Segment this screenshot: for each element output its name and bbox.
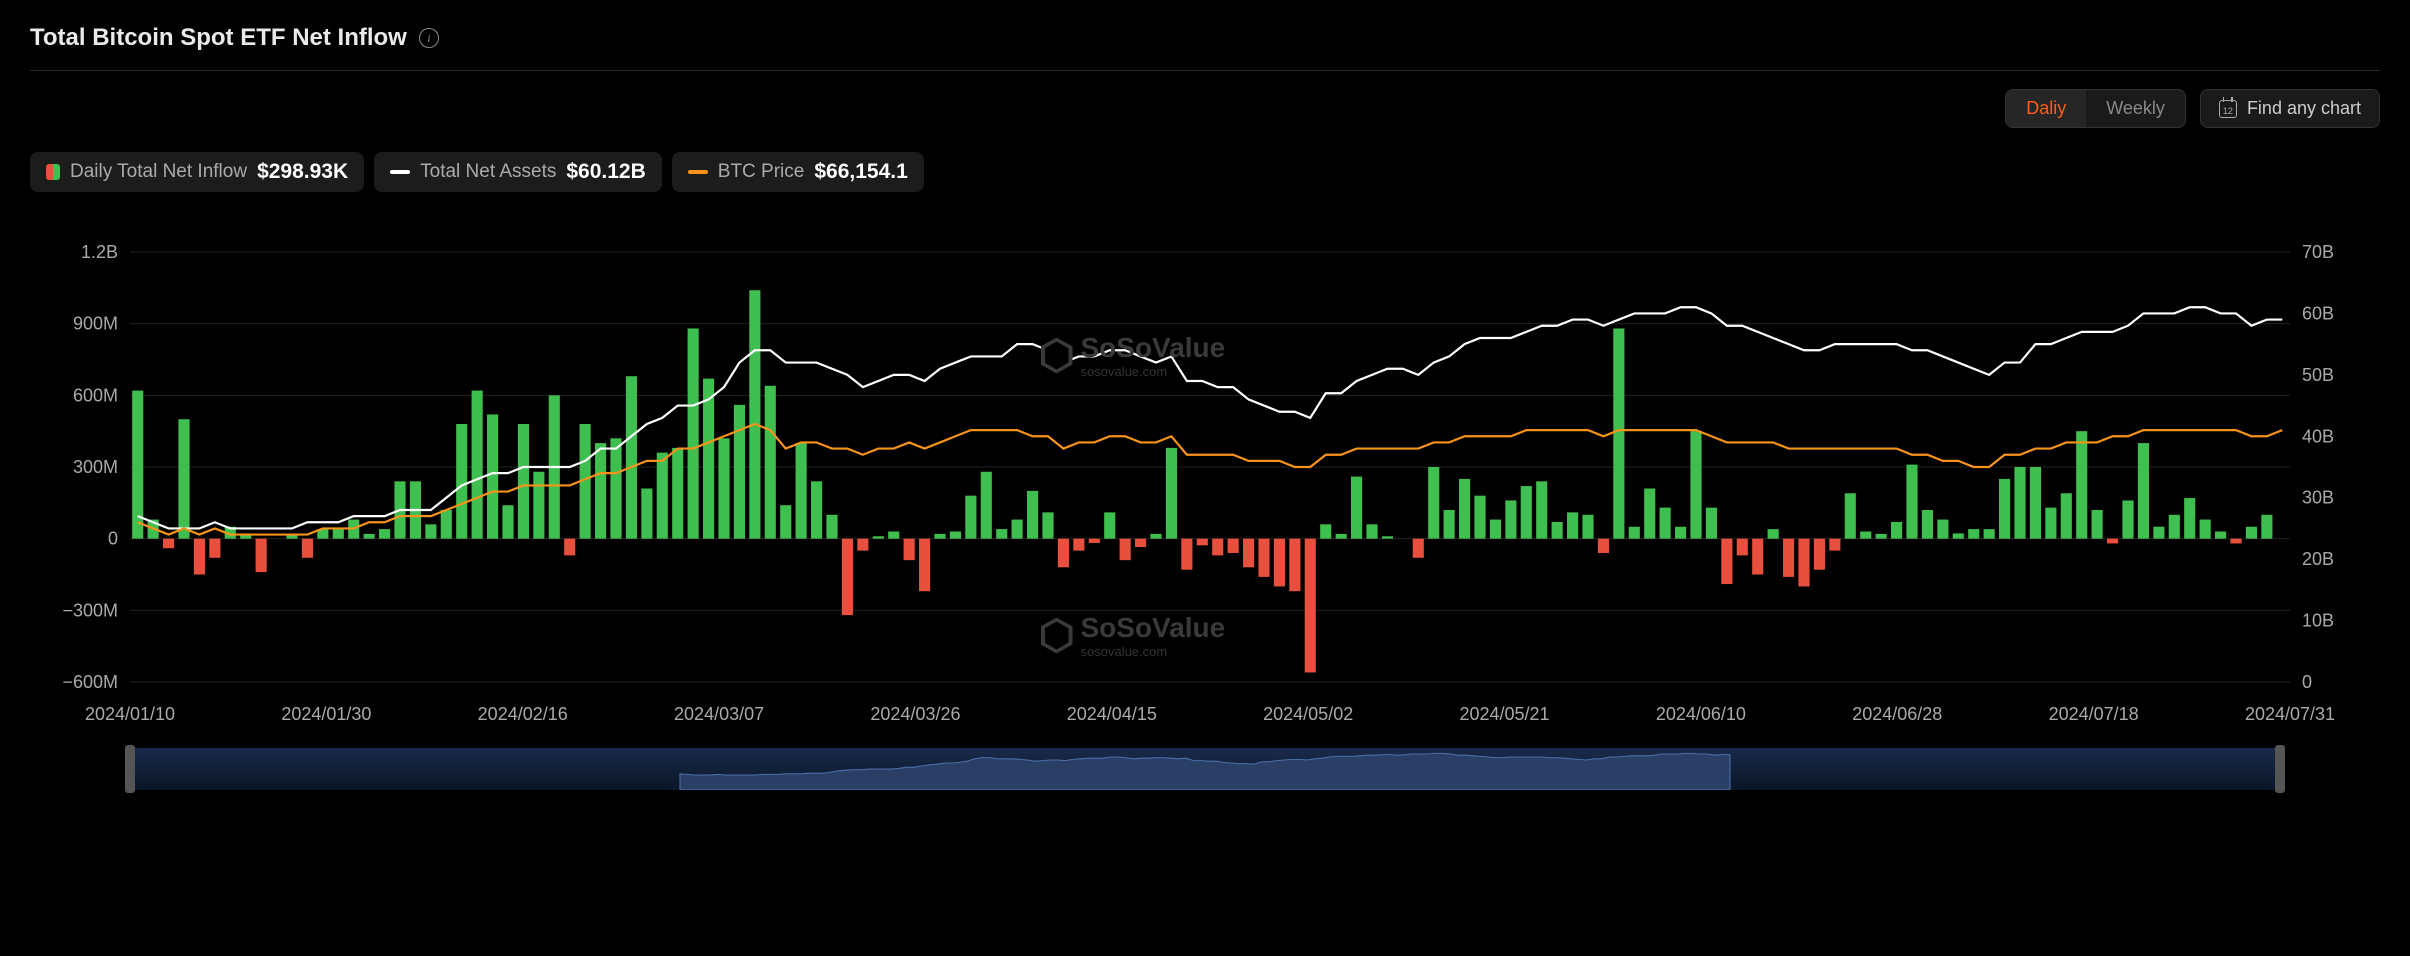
svg-text:30B: 30B [2302,488,2334,508]
legend-btc-swatch [688,170,708,174]
svg-text:1.2B: 1.2B [81,242,118,262]
svg-text:2024/05/02: 2024/05/02 [1263,704,1353,724]
chart-container: SoSoValuesosovalue.com SoSoValuesosovalu… [30,222,2380,742]
toggle-weekly[interactable]: Weekly [2086,90,2185,127]
info-icon[interactable]: i [419,28,439,48]
svg-text:2024/05/21: 2024/05/21 [1459,704,1549,724]
svg-text:2024/04/15: 2024/04/15 [1067,704,1157,724]
chart-svg[interactable]: −600M −300M 0 300M 600M 900M 1.2B 0 10B 20B 30B 40B… [30,222,2380,742]
brush-handle-left[interactable] [125,745,135,793]
svg-text:−300M: −300M [62,600,118,620]
svg-text:70B: 70B [2302,242,2334,262]
svg-text:2024/03/26: 2024/03/26 [870,704,960,724]
header-row: Total Bitcoin Spot ETF Net Inflow i [30,24,2380,52]
brush-area-svg [130,748,2280,790]
svg-text:2024/01/10: 2024/01/10 [85,704,175,724]
svg-text:300M: 300M [73,457,118,477]
legend-btc[interactable]: BTC Price $66,154.1 [672,152,924,192]
svg-text:−600M: −600M [62,672,118,692]
svg-text:2024/01/30: 2024/01/30 [281,704,371,724]
svg-text:2024/02/16: 2024/02/16 [478,704,568,724]
controls-row: Daliy Weekly 12 Find any chart [30,89,2380,128]
svg-text:600M: 600M [73,385,118,405]
svg-text:2024/06/28: 2024/06/28 [1852,704,1942,724]
toggle-daily[interactable]: Daliy [2006,90,2086,127]
find-chart-button[interactable]: 12 Find any chart [2200,89,2380,128]
svg-text:10B: 10B [2302,611,2334,631]
svg-text:50B: 50B [2302,365,2334,385]
legend-assets-label: Total Net Assets [420,161,556,183]
legend-inflow[interactable]: Daily Total Net Inflow $298.93K [30,152,364,192]
svg-text:2024/03/07: 2024/03/07 [674,704,764,724]
svg-text:2024/07/18: 2024/07/18 [2049,704,2139,724]
svg-text:0: 0 [108,529,118,549]
header-divider [30,70,2380,71]
legend-inflow-label: Daily Total Net Inflow [70,161,247,183]
page-title: Total Bitcoin Spot ETF Net Inflow [30,24,407,52]
svg-text:20B: 20B [2302,549,2334,569]
legend-row: Daily Total Net Inflow $298.93K Total Ne… [30,152,2380,192]
calendar-icon: 12 [2219,100,2237,118]
legend-inflow-value: $298.93K [257,160,348,184]
legend-inflow-swatch [46,164,60,180]
svg-text:2024/06/10: 2024/06/10 [1656,704,1746,724]
legend-btc-label: BTC Price [718,161,805,183]
svg-text:2024/07/31: 2024/07/31 [2245,704,2335,724]
legend-assets[interactable]: Total Net Assets $60.12B [374,152,662,192]
brush-handle-right[interactable] [2275,745,2285,793]
svg-text:60B: 60B [2302,303,2334,323]
legend-btc-value: $66,154.1 [814,160,907,184]
legend-assets-swatch [390,170,410,174]
find-chart-label: Find any chart [2247,98,2361,119]
legend-assets-value: $60.12B [566,160,645,184]
svg-text:40B: 40B [2302,426,2334,446]
time-brush[interactable] [130,748,2280,790]
svg-text:0: 0 [2302,672,2312,692]
svg-text:900M: 900M [73,314,118,334]
period-toggle: Daliy Weekly [2005,89,2186,128]
